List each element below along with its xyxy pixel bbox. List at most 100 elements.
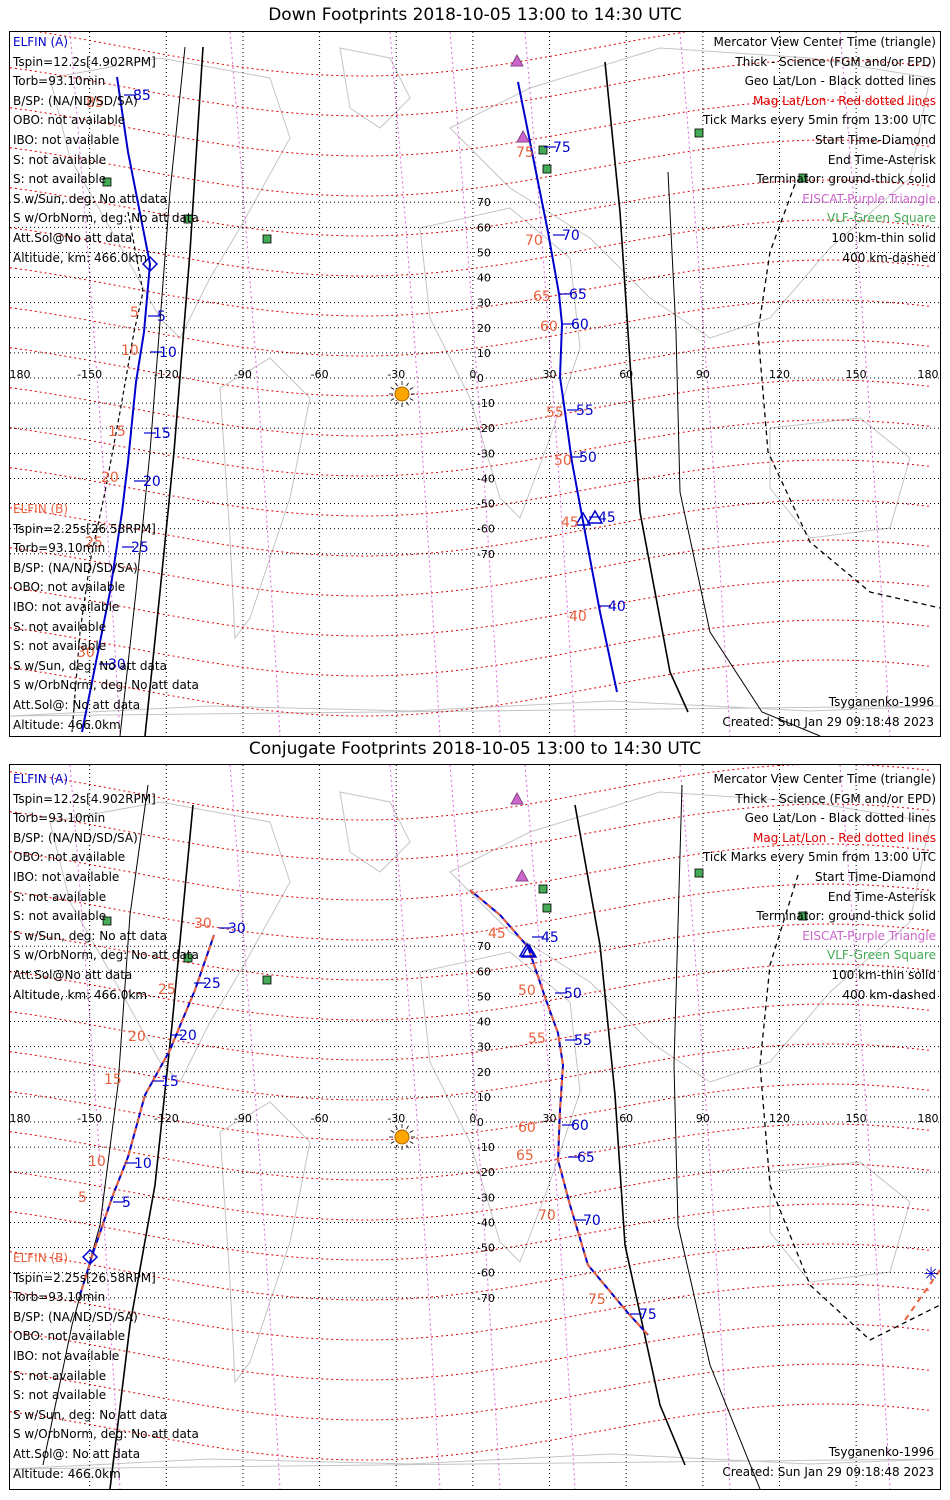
elfin-b-line: B/SP: (NA/ND/SD/SA): [13, 1309, 138, 1324]
elfin-b-tick-label: 65: [516, 1148, 534, 1164]
elfin-b-track: [71, 211, 144, 733]
lat-tick-label: 70: [477, 940, 491, 953]
vlf-square-marker: [183, 953, 193, 963]
down-footprints-map: 706050403020100-10-20-30-40-50-60-70-180…: [10, 32, 940, 736]
land-outline: [769, 417, 911, 539]
elfin-a-line: OBO: not available: [13, 113, 126, 128]
mag-lon-line: [524, 32, 576, 736]
sun-ray: [390, 1130, 395, 1133]
lon-tick-label: 0: [469, 1112, 476, 1125]
mag-lat-line: [10, 379, 931, 437]
lon-tick-label: 90: [696, 368, 710, 381]
elfin-a-info: ELFIN (A) Tspin=12.2s[4.902RPM] Torb=93.…: [13, 770, 199, 1005]
vlf-square-marker: [538, 145, 548, 155]
legend-item: VLF-Green Square: [827, 211, 936, 226]
elfin-b-tick-label: 85: [86, 95, 104, 111]
elfin-b-line: S w/OrbNorm, deg: No att data: [13, 1427, 199, 1442]
mag-lat-line: [10, 659, 931, 717]
mag-lat-line: [10, 179, 931, 237]
legend-item: End Time-Asterisk: [827, 889, 936, 904]
elfin-b-tick-label: 10: [88, 1154, 106, 1170]
elfin-b-tick-label: 55: [546, 405, 564, 421]
mag-lat-line: [10, 539, 931, 597]
panel-title-down: Down Footprints 2018-10-05 13:00 to 14:3…: [268, 5, 682, 25]
sun-ray: [395, 1125, 398, 1130]
vlf-square-marker: [102, 177, 112, 187]
elfin-b-tick-label: 45: [488, 926, 506, 942]
lon-tick-label: 180: [918, 368, 939, 381]
elfin-a-tick-label: 40: [608, 599, 626, 615]
elfin-a-line: S w/Sun, deg: No att data: [13, 191, 167, 206]
elfin-a-line: Altitude, km: 466.0km: [13, 987, 148, 1002]
elfin-b-tick-label: 5: [78, 1190, 87, 1206]
elfin-a-tick-label: 5: [122, 1195, 131, 1211]
elfin-b-tick-label: 15: [104, 1072, 122, 1088]
land-outline: [10, 1453, 940, 1470]
sun-ray: [395, 1144, 398, 1149]
lat-tick-label: -70: [477, 1292, 495, 1305]
elfin-b-tick-label: 10: [121, 343, 139, 359]
lat-tick-label: 60: [477, 965, 491, 978]
mag-lat-line: [10, 1083, 931, 1141]
elfin-a-line: S: not available: [13, 889, 107, 904]
start-time-diamond-marker: [81, 1248, 99, 1266]
start-time-diamond-marker: [141, 255, 159, 273]
elfin-b-track: [79, 934, 215, 1296]
land-outline: [449, 791, 931, 1083]
mag-lat-line: [36, 32, 689, 77]
mag-lon-line: [389, 32, 441, 736]
legend-item: EISCAT-Purple Triangle: [802, 928, 936, 943]
legend-item: 400 km-dashed: [842, 987, 936, 1002]
lon-tick-label: 180: [918, 1112, 939, 1125]
terminator-100km-line: [667, 171, 821, 736]
elfin-a-tick-label: 15: [153, 426, 171, 442]
elfin-b-line: Torb=93.10min: [13, 1290, 106, 1305]
mag-lat-line: [10, 1323, 931, 1381]
model-label: Tsyganenko-1996: [828, 695, 934, 709]
vlf-square-marker: [542, 164, 552, 174]
legend-item: Mercator View Center Time (triangle): [713, 772, 936, 786]
elfin-a-tick-label: 70: [583, 1213, 601, 1229]
elfin-a-tick-label: 50: [564, 986, 582, 1002]
elfin-b-line: IBO: not available: [13, 1348, 120, 1363]
elfin-a-tick-label: 25: [131, 540, 149, 556]
sun-ray: [409, 398, 414, 401]
elfin-b-tick-label: 70: [538, 1208, 556, 1224]
sun-ray: [395, 401, 398, 406]
legend-item: End Time-Asterisk: [827, 152, 936, 167]
terminator-ground-line: [109, 804, 194, 1489]
lon-tick-label: -120: [154, 1112, 179, 1125]
vlf-square-marker: [798, 911, 808, 921]
lon-tick-label: -180: [10, 368, 30, 381]
lat-tick-label: 70: [477, 196, 491, 209]
elfin-a-tick-label: 60: [571, 1118, 589, 1134]
mag-lon-line: [449, 32, 501, 736]
mag-lat-line: [10, 1123, 931, 1181]
legend-item: Thick - Science (FGM and/or EPD): [735, 54, 936, 69]
elfin-b-tick-label: 60: [540, 319, 558, 335]
land-outline: [219, 1101, 311, 1384]
mag-lat-line: [10, 1043, 931, 1101]
elfin-a-line: B/SP: (NA/ND/SD/SA): [13, 93, 138, 108]
lat-tick-label: -20: [477, 422, 495, 435]
mag-lat-line: [10, 59, 931, 117]
legend-item: Start Time-Diamond: [814, 869, 936, 884]
lon-tick-label: 150: [846, 1112, 867, 1125]
elfin-b-track: [469, 889, 649, 1336]
elfin-a-tick-label: 55: [576, 403, 594, 419]
elfin-a-tick-label: 75: [639, 1307, 657, 1323]
land-outline: [419, 951, 581, 1263]
lat-tick-label: -40: [477, 472, 495, 485]
lon-tick-label: -30: [387, 1112, 405, 1125]
lat-tick-label: 20: [477, 1066, 491, 1079]
lon-tick-label: 60: [619, 368, 633, 381]
elfin-a-line: Torb=93.10min: [13, 811, 106, 826]
legend-item: Mercator View Center Time (triangle): [713, 35, 936, 49]
legend-item: Terminator: ground-thick solid: [756, 909, 936, 924]
lat-tick-label: 10: [477, 1091, 491, 1104]
elfin-a-line: S: not available: [13, 909, 107, 924]
mag-lat-line: [10, 923, 931, 981]
elfin-a-tick-label: 50: [579, 450, 597, 466]
lon-tick-label: -30: [387, 368, 405, 381]
elfin-a-line: Att.Sol@No att data: [13, 230, 133, 245]
